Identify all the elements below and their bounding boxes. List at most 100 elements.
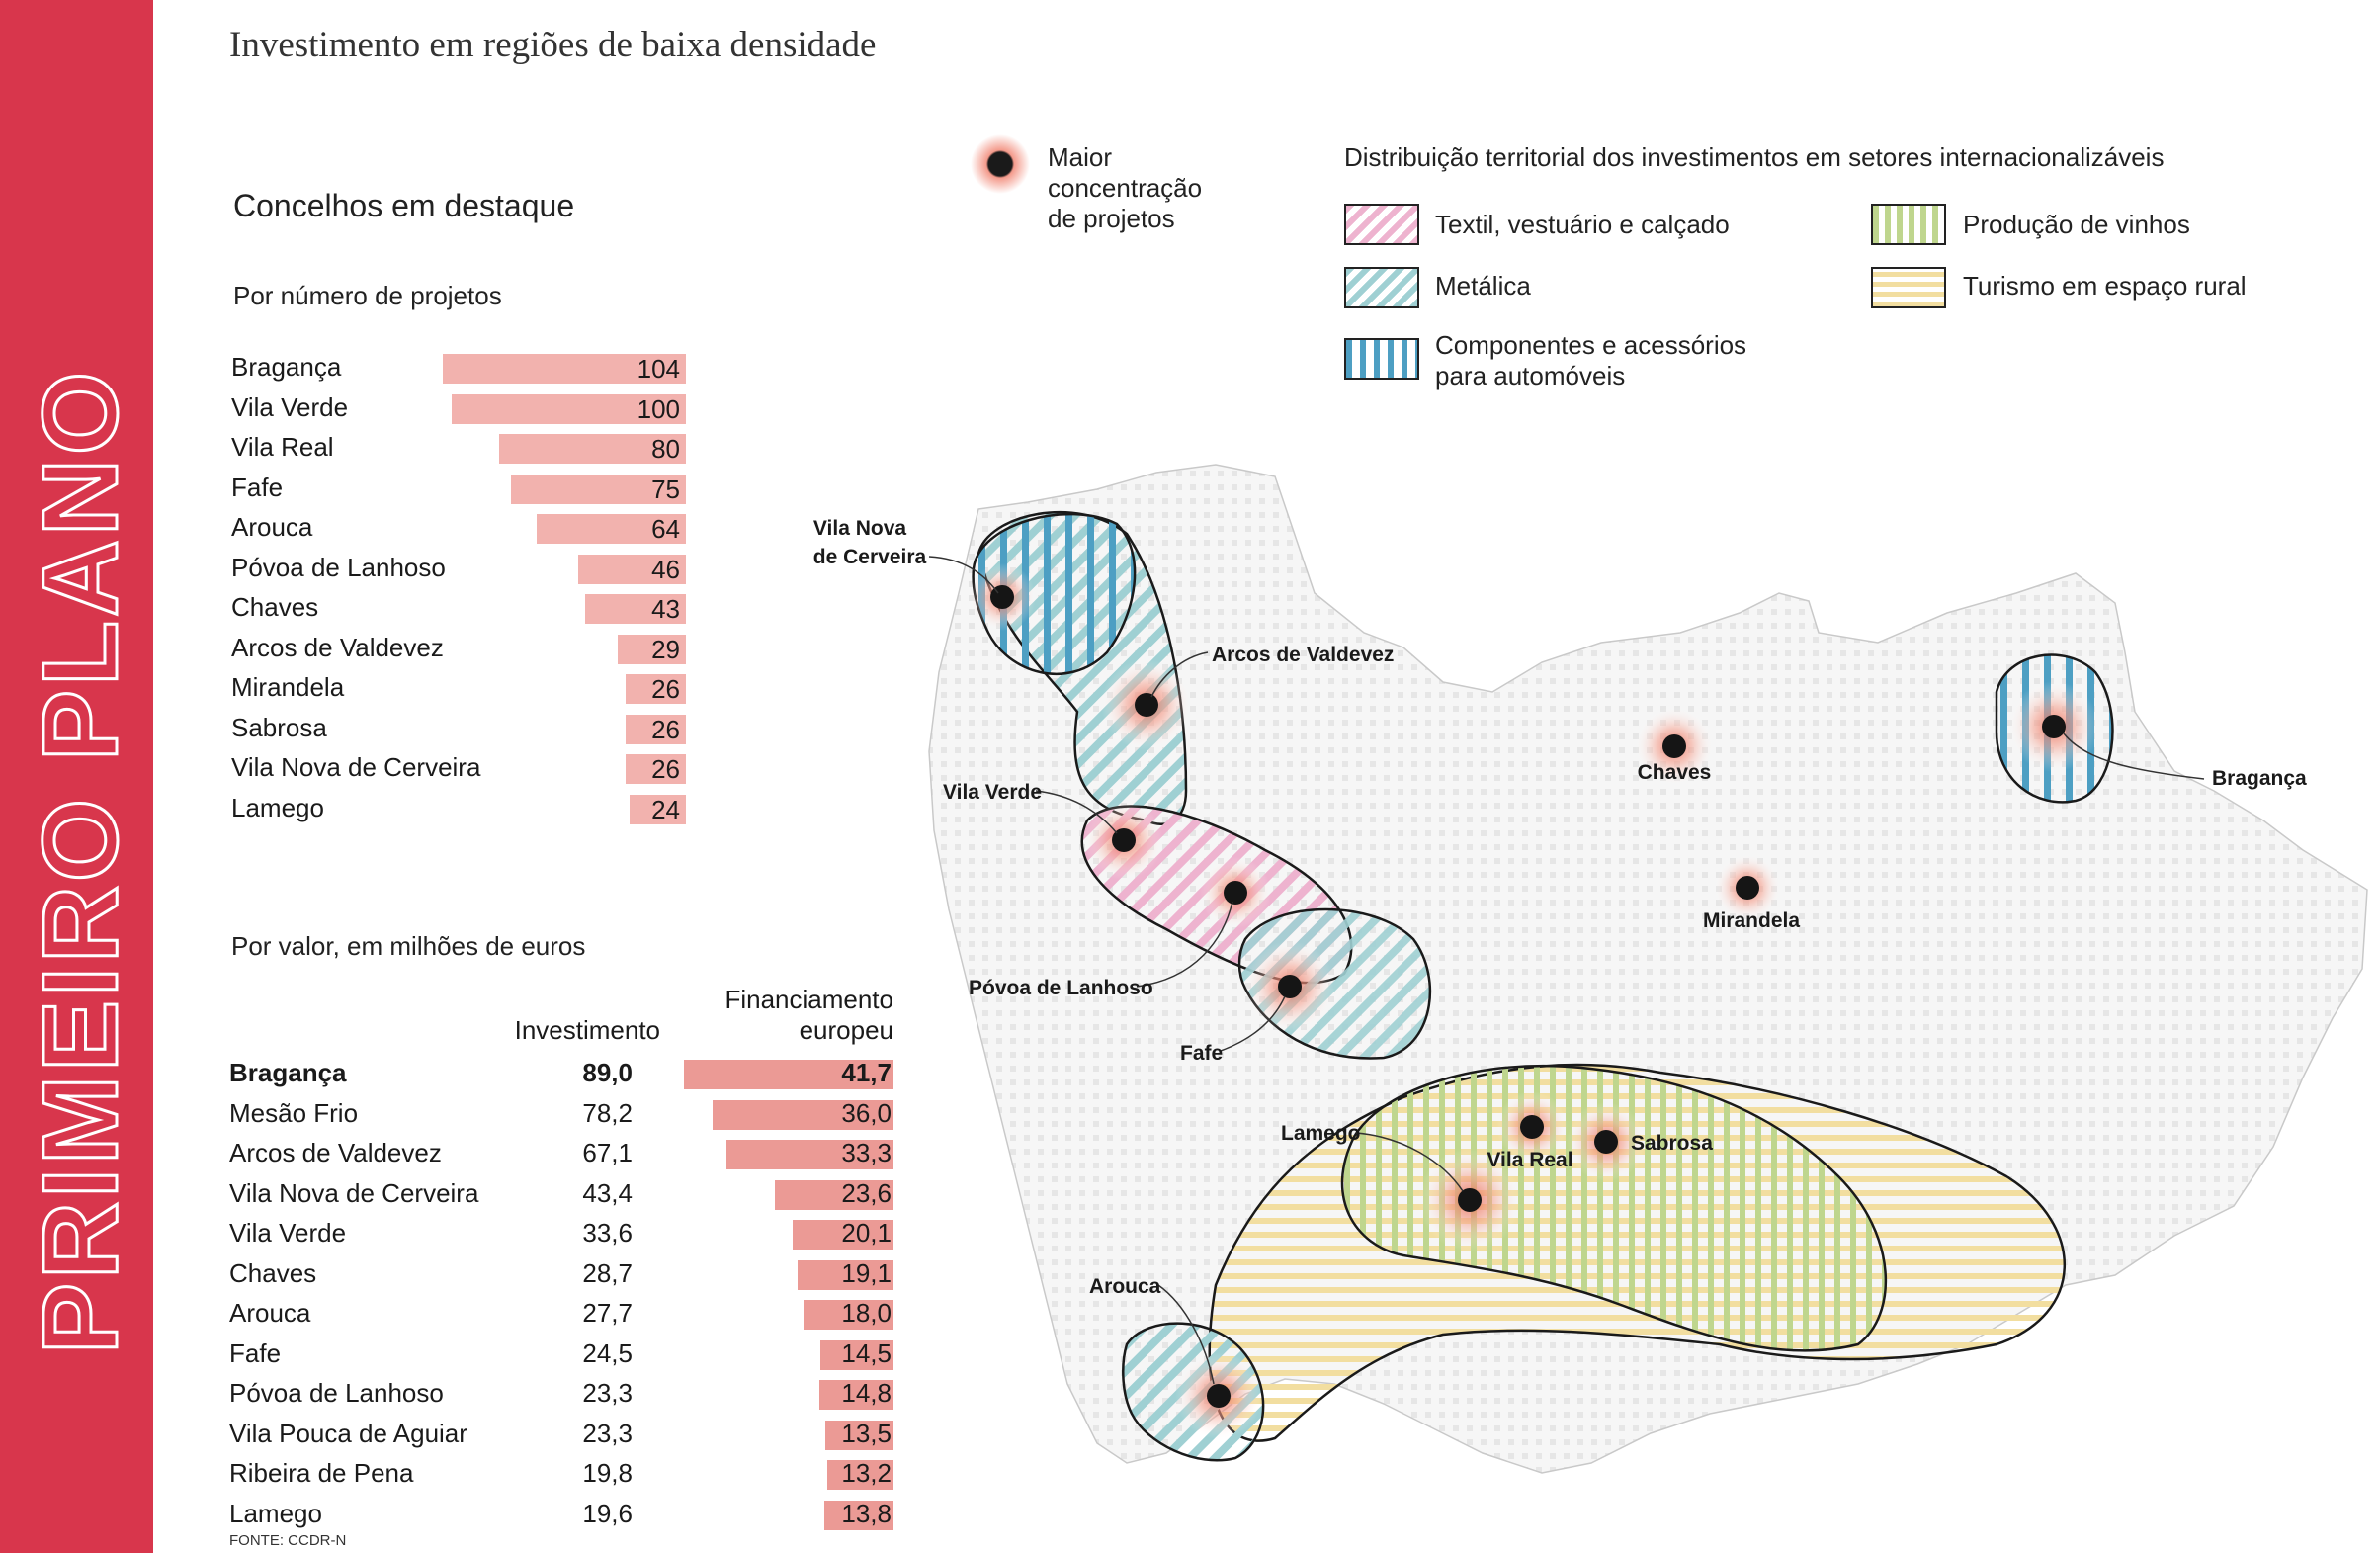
projects-row: Bragança 104 (231, 348, 686, 388)
value-row-funding: 18,0 (841, 1298, 892, 1328)
projects-bar (618, 634, 686, 664)
projects-row: Lamego 24 (231, 789, 686, 829)
value-row-funding: 41,7 (841, 1058, 892, 1087)
funding-bar (792, 1220, 893, 1250)
value-row-investment: 24,5 (582, 1337, 633, 1368)
legend-textil: Textil, vestuário e calçado (1435, 210, 1730, 239)
projects-row-value: 43 (651, 594, 680, 624)
dot-mirandela (1736, 876, 1759, 900)
legend-swatch-metalica (1344, 267, 1419, 308)
value-row-investment: 67,1 (582, 1138, 633, 1167)
projects-row-value: 46 (651, 554, 680, 584)
page-title: Investimento em regiões de baixa densida… (229, 25, 877, 65)
legend-concentration-line3: de projetos (1048, 204, 1175, 233)
projects-row-name: Lamego (231, 792, 324, 822)
projects-row: Vila Verde 100 (231, 388, 686, 429)
projects-row-name: Vila Nova de Cerveira (231, 752, 481, 782)
value-row-investment: 19,8 (582, 1458, 633, 1488)
value-row-funding: 13,2 (841, 1458, 892, 1488)
label-vila-nova-cerveira-1: Vila Nova (813, 517, 906, 540)
legend-sectors-title: Distribuição territorial dos investiment… (1344, 142, 2165, 172)
value-row: Ribeira de Pena 19,8 13,2 (229, 1456, 897, 1497)
projects-row-name: Sabrosa (231, 712, 327, 742)
leader-povoa-lanhoso (1136, 901, 1233, 988)
funding-bar (712, 1099, 893, 1130)
value-row-funding: 20,1 (841, 1218, 892, 1248)
label-lamego: Lamego (1281, 1122, 1361, 1145)
legend-componentes: Componentes e acessórios para automóveis (1435, 330, 1746, 391)
label-povoa-lanhoso: Póvoa de Lanhoso (969, 977, 1153, 999)
projects-row: Chaves 43 (231, 588, 686, 629)
value-row-investment: 27,7 (582, 1298, 633, 1328)
projects-row-value: 26 (651, 674, 680, 704)
value-row-investment: 28,7 (582, 1257, 633, 1288)
projects-row-value: 100 (637, 393, 680, 424)
value-row-funding: 19,1 (841, 1257, 892, 1288)
dot-arouca (1207, 1384, 1231, 1408)
funding-bar (825, 1420, 893, 1450)
projects-row-name: Vila Verde (231, 391, 349, 422)
value-row-funding: 14,8 (841, 1378, 892, 1408)
projects-table: Bragança 104 Vila Verde 100 Vila Real 80 Fafe 7… (231, 348, 686, 828)
dot-fafe (1278, 975, 1302, 998)
projects-row: Arouca 64 (231, 508, 686, 549)
projects-bar (536, 514, 686, 544)
value-row-investment: 23,3 (582, 1418, 633, 1448)
projects-bar (510, 474, 686, 504)
label-braganca: Bragança (2212, 767, 2307, 790)
dot-arcos-valdevez (1135, 693, 1158, 717)
value-row: Bragança 89,0 41,7 (229, 1056, 897, 1096)
value-row-investment: 78,2 (582, 1097, 633, 1128)
label-arcos-valdevez: Arcos de Valdevez (1212, 644, 1394, 666)
col-investment: Investimento (514, 1015, 660, 1045)
projects-bar (443, 354, 686, 384)
leader-braganca (2063, 733, 2205, 780)
projects-row-name: Fafe (231, 472, 284, 502)
value-row-name: Bragança (229, 1058, 347, 1087)
label-chaves: Chaves (1638, 761, 1712, 784)
projects-row-name: Bragança (231, 352, 342, 382)
projects-bar (625, 674, 686, 704)
value-row: Vila Nova de Cerveira 43,4 23,6 (229, 1176, 897, 1217)
value-row: Vila Pouca de Aguiar 23,3 13,5 (229, 1417, 897, 1457)
value-row: Mesão Frio 78,2 36,0 (229, 1096, 897, 1137)
section-band: PRIMEIRO PLANO (0, 0, 153, 1553)
dot-povoa-lanhoso (1224, 881, 1247, 905)
label-sabrosa: Sabrosa (1631, 1132, 1713, 1155)
projects-row-name: Póvoa de Lanhoso (231, 552, 446, 582)
projects-row: Vila Nova de Cerveira 26 (231, 748, 686, 789)
highlight-heading: Concelhos em destaque (233, 188, 575, 223)
value-row-name: Arouca (229, 1298, 311, 1328)
projects-bar (630, 794, 686, 824)
value-row-funding: 33,3 (841, 1138, 892, 1167)
value-row: Fafe 24,5 14,5 (229, 1337, 897, 1377)
projects-row: Sabrosa 26 (231, 709, 686, 749)
projects-row-value: 26 (651, 714, 680, 744)
projects-bar (452, 393, 686, 424)
value-row-name: Vila Pouca de Aguiar (229, 1418, 468, 1448)
value-row: Arcos de Valdevez 67,1 33,3 (229, 1136, 897, 1176)
value-row: Póvoa de Lanhoso 23,3 14,8 (229, 1376, 897, 1417)
label-vila-nova-cerveira-2: de Cerveira (813, 546, 927, 568)
dot-chaves (1662, 734, 1686, 758)
col-funding: Financiamento europeu (682, 985, 893, 1046)
projects-row-value: 64 (651, 514, 680, 544)
value-row: Lamego 19,6 13,8 (229, 1497, 897, 1537)
place-labels: Vila Nova de Cerveira Arcos de Valdevez … (813, 517, 2307, 1298)
funding-bar (818, 1380, 893, 1410)
value-row-funding: 13,5 (841, 1418, 892, 1448)
funding-bar (820, 1339, 893, 1370)
value-table: Bragança 89,0 41,7 Mesão Frio 78,2 36,0 Arcos … (229, 1056, 897, 1536)
funding-bar (775, 1179, 893, 1210)
funding-bar (797, 1259, 893, 1290)
projects-row-name: Arcos de Valdevez (231, 632, 444, 662)
label-vila-real: Vila Real (1487, 1149, 1572, 1171)
label-mirandela: Mirandela (1703, 909, 1800, 932)
value-row-name: Fafe (229, 1337, 282, 1368)
value-row-name: Vila Nova de Cerveira (229, 1177, 479, 1208)
zone-vinhos (1340, 1064, 1888, 1352)
concentration-dot-icon (971, 134, 1030, 194)
leader-lamego (1355, 1132, 1464, 1192)
col-funding-line1: Financiamento (724, 985, 893, 1014)
